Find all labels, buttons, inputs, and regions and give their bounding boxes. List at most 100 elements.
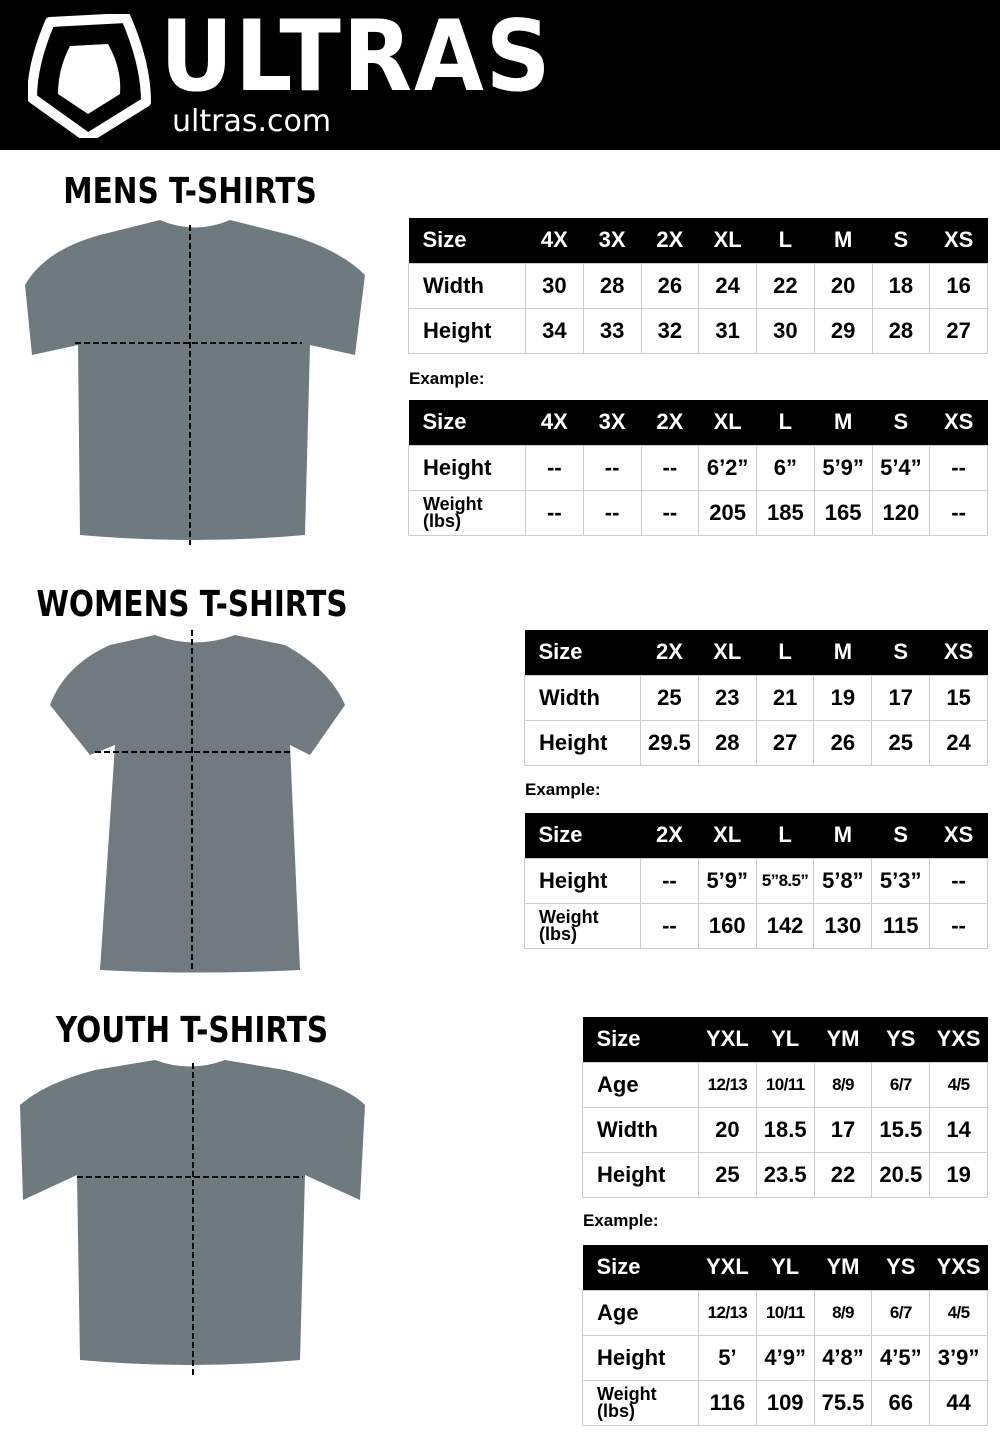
shield-logo-icon [28, 14, 151, 138]
table-row: Age 12/13 10/11 8/9 6/7 4/5 [582, 1061, 988, 1108]
value-cell: -- [640, 857, 699, 904]
value-cell: 12/13 [698, 1289, 757, 1336]
value-cell: 6/7 [871, 1061, 931, 1108]
row-label: Height [524, 857, 641, 904]
value-cell: 115 [871, 902, 931, 949]
size-header-cell: YXS [929, 1245, 988, 1290]
table-header-row: Size 2X XL L M S XS [524, 630, 988, 675]
table-header-row: Size 4X 3X 2X XL L M S XS [408, 218, 988, 263]
mens-example-label: Example: [409, 369, 485, 388]
size-header-cell: 2X [640, 630, 699, 675]
value-cell: 116 [698, 1379, 757, 1426]
size-header-cell: M [813, 813, 872, 858]
value-cell: -- [640, 489, 700, 536]
value-cell: 25 [698, 1151, 757, 1198]
value-cell: 4’5” [871, 1334, 931, 1381]
size-header-cell: XL [698, 218, 757, 263]
table-row: Height -- -- -- 6’2” 6” 5’9” 5’4” -- [408, 444, 988, 491]
value-cell: 15.5 [871, 1106, 931, 1153]
size-header-cell: XL [698, 630, 757, 675]
size-header-cell: YXS [929, 1017, 988, 1062]
value-cell: 29.5 [640, 719, 699, 766]
size-label-header: Size [408, 400, 526, 445]
size-header-cell: M [814, 400, 872, 445]
value-cell: 25 [871, 719, 931, 766]
table-header-row: Size 4X 3X 2X XL L M S XS [408, 400, 988, 445]
value-cell: 26 [640, 262, 700, 309]
value-cell: 109 [755, 1379, 815, 1426]
size-header-cell: YXL [698, 1017, 757, 1062]
value-cell: 32 [640, 307, 700, 354]
size-header-cell: 3X [583, 218, 641, 263]
table-row: Width 20 18.5 17 15.5 14 [582, 1106, 988, 1153]
table-row: Height 29.5 28 27 26 25 24 [524, 719, 988, 766]
value-cell: 165 [813, 489, 873, 536]
value-cell: 20 [698, 1106, 757, 1153]
value-cell: 20 [813, 262, 873, 309]
table-row: Weight (lbs) 116 109 75.5 66 44 [582, 1379, 988, 1426]
size-header-cell: YS [871, 1245, 930, 1290]
row-label: Weight (lbs) [582, 1379, 699, 1426]
size-header-cell: 2X [641, 400, 699, 445]
value-cell: -- [929, 489, 988, 536]
size-header-cell: YXL [698, 1245, 757, 1290]
value-cell: 31 [698, 307, 757, 354]
womens-shirt-image [50, 630, 345, 973]
value-cell: 5’9” [697, 857, 757, 904]
value-cell: 8/9 [813, 1061, 873, 1108]
size-header-cell: XS [929, 813, 988, 858]
table-row: Weight (lbs) -- 160 142 130 115 -- [524, 902, 988, 949]
value-cell: 22 [813, 1151, 873, 1198]
row-label: Weight (lbs) [524, 902, 641, 949]
value-cell: 4/5 [929, 1289, 988, 1336]
value-cell: 24 [929, 719, 988, 766]
size-header-cell: XS [929, 218, 988, 263]
brand-name: ULTRAS [160, 0, 553, 114]
size-header-cell: YM [814, 1017, 872, 1062]
table-row: Width 25 23 21 19 17 15 [524, 674, 988, 721]
value-cell: 24 [698, 262, 757, 309]
size-label-header: Size [408, 218, 526, 263]
mens-title: MENS T-SHIRTS [63, 171, 317, 212]
size-header-cell: YS [871, 1017, 930, 1062]
value-cell: -- [525, 489, 584, 536]
value-cell: 5’4” [871, 444, 931, 491]
value-cell: -- [582, 489, 642, 536]
row-label: Height [408, 307, 526, 354]
size-label-header: Size [524, 630, 641, 675]
size-header-cell: S [871, 813, 930, 858]
table-row: Height 5’ 4’9” 4’8” 4’5” 3’9” [582, 1334, 988, 1381]
value-cell: 185 [756, 489, 815, 536]
value-cell: 4/5 [929, 1061, 988, 1108]
youth-example-table: Size YXL YL YM YS YXS Age 12/13 10/11 8/9 6/7 4/5 He… [582, 1245, 988, 1426]
value-cell: 16 [929, 262, 988, 309]
value-cell: 30 [756, 307, 815, 354]
value-cell: 130 [813, 902, 873, 949]
value-cell: 6” [756, 444, 815, 491]
value-cell: 6’2” [698, 444, 757, 491]
value-cell: 66 [871, 1379, 931, 1426]
value-cell: 15 [929, 674, 988, 721]
value-cell: 34 [525, 307, 584, 354]
row-label: Height [524, 719, 641, 766]
row-label: Width [524, 674, 641, 721]
value-cell: -- [582, 444, 642, 491]
size-header-cell: 2X [640, 813, 699, 858]
row-label: Height [408, 444, 526, 491]
womens-size-table: Size 2X XL L M S XS Width 25 23 21 19 17 15 Height 29.5… [524, 630, 988, 766]
table-row: Weight (lbs) -- -- -- 205 185 165 120 -- [408, 489, 988, 536]
size-header-cell: M [813, 630, 872, 675]
youth-example-label: Example: [583, 1211, 659, 1230]
row-label: Weight (lbs) [408, 489, 526, 536]
mens-shirt-image [25, 220, 365, 545]
value-cell: 5’3” [871, 857, 931, 904]
row-label: Height [582, 1334, 699, 1381]
table-header-row: Size YXL YL YM YS YXS [582, 1017, 988, 1062]
value-cell: 23.5 [755, 1151, 815, 1198]
value-cell: 28 [697, 719, 757, 766]
row-label: Width [582, 1106, 699, 1153]
table-row: Height 34 33 32 31 30 29 28 27 [408, 307, 988, 354]
value-cell: 10/11 [755, 1289, 815, 1336]
size-header-cell: YM [814, 1245, 872, 1290]
mens-size-table: Size 4X 3X 2X XL L M S XS Width 30 28 26 24 22 20 18 16 He… [408, 218, 988, 354]
